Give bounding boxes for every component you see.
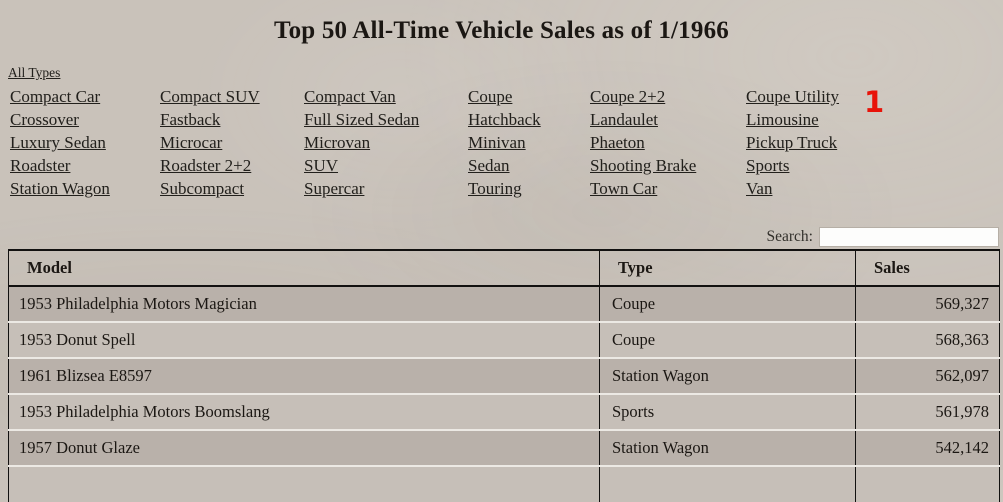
table-row-partial[interactable] <box>8 465 1000 502</box>
table-header-row: Model Type Sales <box>8 249 1000 287</box>
type-filter-link[interactable]: Full Sized Sedan <box>304 110 420 129</box>
sales-cell: 568,363 <box>855 321 1000 358</box>
type-cell: Station Wagon <box>599 357 856 394</box>
type-filter-link[interactable]: Coupe 2+2 <box>590 87 666 106</box>
type-filter-link[interactable]: Luxury Sedan <box>10 133 106 152</box>
type-filter-link[interactable]: Limousine <box>746 110 819 129</box>
search-input[interactable] <box>819 227 999 247</box>
type-filter-link[interactable]: Compact Car <box>10 87 101 106</box>
type-filter-link[interactable]: Hatchback <box>468 110 541 129</box>
table-row[interactable]: 1953 Donut Spell Coupe 568,363 <box>8 321 1000 358</box>
type-filter-link[interactable]: Minivan <box>468 133 526 152</box>
page-title: Top 50 All-Time Vehicle Sales as of 1/19… <box>274 17 729 44</box>
type-cell: Coupe <box>599 321 856 358</box>
column-header-type[interactable]: Type <box>599 249 856 287</box>
type-filter-link[interactable]: Coupe Utility <box>746 87 840 106</box>
type-filter-link[interactable]: Subcompact <box>160 179 245 198</box>
column-header-model[interactable]: Model <box>8 249 600 287</box>
sales-table: Model Type Sales 1953 Philadelphia Motor… <box>8 249 1000 502</box>
type-filter-link[interactable]: Touring <box>468 179 522 198</box>
type-filter-link[interactable]: Shooting Brake <box>590 156 697 175</box>
type-filter-link[interactable]: Microvan <box>304 133 371 152</box>
table-row[interactable]: 1961 Blizsea E8597 Station Wagon 562,097 <box>8 357 1000 394</box>
type-cell: Coupe <box>599 286 856 322</box>
type-filter-link[interactable]: Sports <box>746 156 790 175</box>
type-filter-section: All Types Compact Car Crossover Luxury Sed… <box>8 64 1003 200</box>
type-filter-link[interactable]: Supercar <box>304 179 365 198</box>
model-cell: 1957 Donut Glaze <box>8 429 600 466</box>
sales-cell: 561,978 <box>855 393 1000 430</box>
model-cell: 1961 Blizsea E8597 <box>8 357 600 394</box>
search-label: Search: <box>766 228 813 245</box>
type-filter-link[interactable]: Compact Van <box>304 87 396 106</box>
sales-cell: 569,327 <box>855 286 1000 322</box>
type-filter-link[interactable]: Landaulet <box>590 110 658 129</box>
model-cell <box>8 465 600 502</box>
table-row[interactable]: 1957 Donut Glaze Station Wagon 542,142 <box>8 429 1000 466</box>
type-filter-link[interactable]: Fastback <box>160 110 221 129</box>
table-row[interactable]: 1953 Philadelphia Motors Magician Coupe 56… <box>8 286 1000 322</box>
type-filter-link[interactable]: Roadster <box>10 156 71 175</box>
type-filter-link[interactable]: Crossover <box>10 110 79 129</box>
table-row[interactable]: 1953 Philadelphia Motors Boomslang Sports… <box>8 393 1000 430</box>
type-filter-link[interactable]: Van <box>746 179 773 198</box>
type-cell <box>599 465 856 502</box>
type-filter-link[interactable]: Compact SUV <box>160 87 260 106</box>
all-types-link[interactable]: All Types <box>8 65 61 80</box>
sales-cell: 542,142 <box>855 429 1000 466</box>
type-cell: Station Wagon <box>599 429 856 466</box>
model-cell: 1953 Donut Spell <box>8 321 600 358</box>
sales-cell: 562,097 <box>855 357 1000 394</box>
model-cell: 1953 Philadelphia Motors Boomslang <box>8 393 600 430</box>
type-filter-link[interactable]: Town Car <box>590 179 658 198</box>
type-cell: Sports <box>599 393 856 430</box>
type-filter-link[interactable]: Sedan <box>468 156 510 175</box>
column-header-sales[interactable]: Sales <box>855 249 1000 287</box>
type-filter-link[interactable]: Phaeton <box>590 133 645 152</box>
sales-cell <box>855 465 1000 502</box>
type-filter-grid: Compact Car Crossover Luxury Sedan Roadster… <box>10 85 1003 200</box>
page: { "title": "Top 50 All-Time Vehicle Sale… <box>0 14 1003 502</box>
annotation-badge-1: 1 <box>864 85 885 119</box>
type-filter-link[interactable]: Station Wagon <box>10 179 110 198</box>
type-filter-link[interactable]: SUV <box>304 156 339 175</box>
model-cell: 1953 Philadelphia Motors Magician <box>8 286 600 322</box>
type-filter-link[interactable]: Coupe <box>468 87 513 106</box>
type-filter-link[interactable]: Microcar <box>160 133 223 152</box>
type-filter-link[interactable]: Roadster 2+2 <box>160 156 252 175</box>
search-bar: Search: <box>8 227 999 247</box>
type-filter-link[interactable]: Pickup Truck <box>746 133 838 152</box>
